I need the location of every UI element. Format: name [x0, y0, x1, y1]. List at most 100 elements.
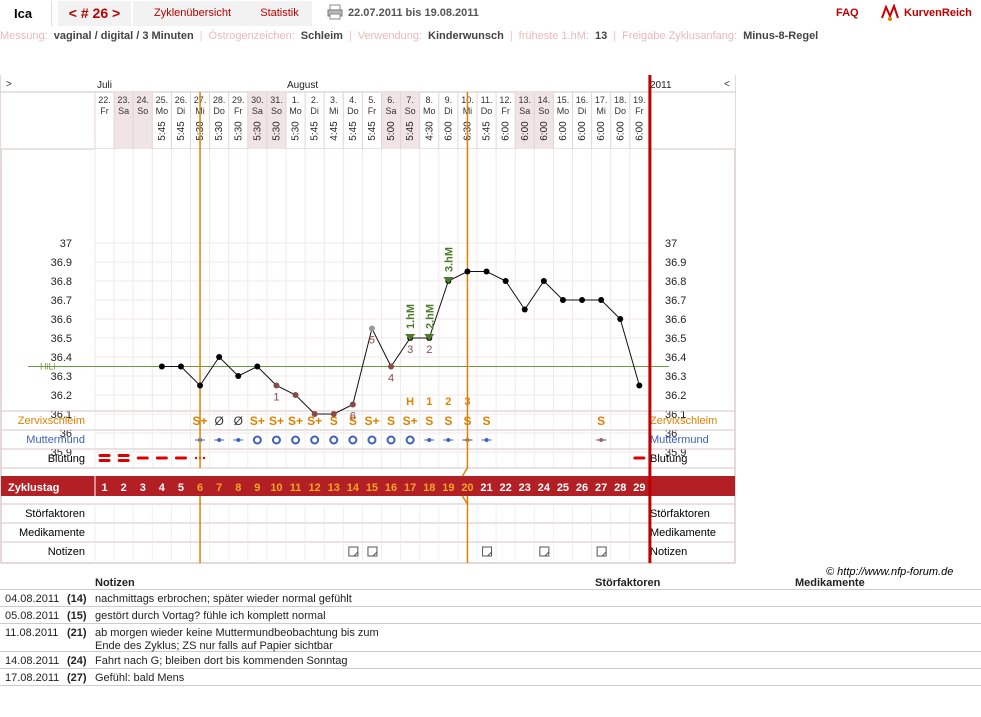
weekend-shade	[266, 92, 286, 149]
temperature-point	[311, 411, 318, 417]
cycle-day-number: 5	[178, 482, 184, 494]
info-value: 13	[595, 30, 608, 42]
day-weekday: Fr	[100, 106, 109, 116]
measure-time: 5:30	[252, 121, 263, 141]
y-tick-left: 36.8	[51, 276, 72, 288]
month-label: Juli	[97, 80, 112, 91]
y-tick-right: 37	[665, 238, 677, 250]
y-tick-left: 36.4	[51, 352, 72, 364]
weekend-shade	[515, 92, 535, 149]
day-date: 22.	[98, 95, 111, 105]
cervix-open-symbol	[348, 435, 358, 445]
y-tick-right: 36.1	[665, 409, 686, 421]
cervix-open-symbol	[291, 435, 301, 445]
notes-header-disturb: Störfaktoren	[595, 577, 661, 589]
note-row: 04.08.2011 (14) nachmittags erbrochen; spä…	[0, 590, 981, 607]
mucus-symbol: S	[387, 414, 395, 428]
row-label-left: Medikamente	[19, 527, 85, 539]
y-tick-right: 36.2	[665, 390, 686, 402]
lower-count-label: 3	[407, 344, 413, 356]
day-weekday: Fr	[368, 106, 377, 116]
print-icon[interactable]	[327, 4, 343, 22]
y-tick-left: 37	[60, 238, 72, 250]
measure-time: 4:30	[424, 121, 435, 141]
note-cycle-day: (27)	[67, 672, 87, 684]
row-label-right: Medikamente	[650, 527, 716, 539]
scroll-right-arrow: <	[724, 79, 730, 90]
faq-link[interactable]: FAQ	[836, 7, 859, 19]
temperature-point	[521, 306, 528, 313]
measure-time: 6:00	[634, 121, 645, 141]
higher-measurement-label: 1.hM	[405, 304, 417, 329]
cervix-open-symbol	[386, 435, 396, 445]
cycle-day-number: 12	[309, 482, 321, 494]
note-text: Gefühl: bald Mens	[95, 672, 185, 684]
temperature-point	[483, 268, 490, 275]
measure-time: 5:45	[157, 121, 168, 141]
cycle-day-number: 17	[404, 482, 416, 494]
measure-time: 6:00	[501, 121, 512, 141]
cycle-day-number: 9	[254, 482, 260, 494]
info-value: Kinderwunsch	[428, 30, 504, 42]
measure-time: 5:45	[367, 121, 378, 141]
measure-time: 5:00	[386, 121, 397, 141]
temperature-point	[235, 373, 242, 379]
cervix-top-label: 1	[426, 396, 432, 408]
cycle-day-number: 3	[140, 482, 146, 494]
mucus-symbol: S+	[364, 414, 379, 428]
cycle-day-number: 10	[270, 482, 282, 494]
note-row: 05.08.2011 (15) gestört durch Vortag? fühl…	[0, 607, 981, 624]
username: Ica	[0, 1, 52, 26]
cycle-day-number: 2	[121, 482, 127, 494]
cervix-open-symbol	[329, 435, 339, 445]
note-date: 04.08.2011	[5, 593, 60, 605]
mucus-symbol: S+	[403, 414, 418, 428]
note-text: gestört durch Vortag? fühle ich komplett…	[95, 610, 326, 622]
day-date: 11.	[481, 95, 493, 105]
bleeding-mark	[117, 459, 130, 462]
row-label-right: Notizen	[650, 546, 687, 558]
mucus-symbol: Ø	[214, 414, 223, 428]
note-icon	[539, 546, 550, 557]
info-value: vaginal / digital / 3 Minuten	[53, 30, 194, 42]
day-weekday: Mo	[289, 106, 302, 116]
measure-time: 6:00	[615, 121, 626, 141]
statistics-tab[interactable]: Statistik	[247, 1, 312, 26]
cycle-day-number: 21	[480, 482, 492, 494]
bleeding-mark	[174, 456, 187, 460]
temperature-point	[388, 363, 395, 370]
temperature-point	[598, 297, 605, 303]
temperature-point	[197, 382, 204, 389]
cervix-hard-symbol	[217, 438, 222, 442]
mucus-symbol: S+	[307, 414, 322, 428]
spotting-mark	[202, 456, 206, 460]
day-weekday: Do	[213, 106, 225, 116]
day-date: 2.	[311, 95, 319, 105]
day-date: 14.	[538, 95, 551, 105]
row-label-left: Muttermund	[26, 434, 85, 446]
day-weekday: Do	[614, 106, 626, 116]
top-bar: Ica < # 26 > Zyklenübersicht Statistik 2…	[0, 0, 981, 27]
overview-tab[interactable]: Zyklenübersicht	[133, 1, 252, 26]
day-weekday: Di	[578, 106, 587, 116]
day-date: 30.	[251, 95, 264, 105]
day-date: 7.	[406, 95, 414, 105]
y-tick-left: 36.6	[51, 314, 72, 326]
y-tick-right: 36.5	[665, 333, 686, 345]
logo[interactable]: KurvenReich	[880, 1, 972, 26]
row-label-right: Zervixschleim	[650, 415, 717, 427]
note-date: 14.08.2011	[5, 655, 60, 667]
day-date: 19.	[633, 95, 646, 105]
cycle-day-number: 13	[328, 482, 340, 494]
mucus-symbol: S	[349, 414, 357, 428]
y-tick-left: 36.9	[51, 257, 72, 269]
info-separator: |	[613, 30, 617, 42]
day-weekday: Fr	[635, 106, 644, 116]
note-icon	[367, 546, 378, 557]
note-cycle-day: (15)	[67, 610, 87, 622]
cycle-day-number: 19	[442, 482, 454, 494]
note-row: 17.08.2011 (27) Gefühl: bald Mens	[0, 669, 981, 686]
cycle-navigator[interactable]: < # 26 >	[58, 1, 131, 26]
cervix-open-symbol	[252, 435, 262, 445]
y-tick-right: 36	[665, 428, 677, 440]
